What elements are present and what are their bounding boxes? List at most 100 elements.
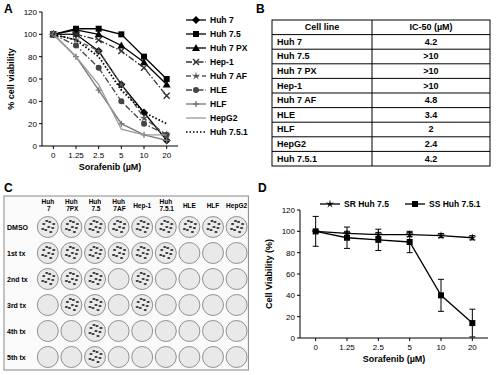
plate-frame bbox=[4, 196, 248, 370]
y-tick bbox=[39, 123, 42, 124]
table-cell: 4.8 bbox=[425, 95, 438, 105]
marker bbox=[164, 93, 170, 99]
colony bbox=[75, 227, 78, 229]
plate-column-label: Huh 7.5.1 bbox=[158, 198, 175, 212]
colony bbox=[71, 226, 74, 228]
colony bbox=[143, 247, 146, 249]
colony bbox=[159, 254, 162, 256]
table-rule bbox=[272, 63, 490, 64]
marker bbox=[344, 235, 350, 241]
table: Cell lineIC-50 (µM)Huh 74.2Huh 7.5>10Huh… bbox=[272, 20, 490, 166]
table-frame bbox=[272, 20, 490, 166]
panel-label: B bbox=[256, 2, 265, 16]
colony bbox=[170, 223, 173, 225]
plate bbox=[179, 295, 200, 316]
chart: 02040608010012001.252.551020Sorafenib (µ… bbox=[264, 199, 488, 364]
colony bbox=[99, 275, 102, 277]
plate-grid: Huh 7Huh 7PXHuh 7.5Huh 7AFHep-1Huh 7.5.1… bbox=[4, 196, 248, 370]
y-tick bbox=[39, 56, 42, 57]
colonies bbox=[159, 220, 173, 233]
marker bbox=[140, 58, 148, 65]
colonies bbox=[136, 298, 150, 311]
colony bbox=[190, 221, 193, 223]
colony bbox=[73, 283, 76, 285]
table-header: IC-50 (µM) bbox=[409, 22, 452, 32]
label-part: Huh bbox=[41, 198, 54, 205]
colony bbox=[88, 228, 91, 230]
colony bbox=[136, 280, 139, 282]
colony bbox=[72, 221, 75, 223]
marker bbox=[72, 35, 81, 43]
colony bbox=[118, 252, 121, 254]
error-bar bbox=[407, 231, 413, 252]
colony bbox=[92, 350, 95, 352]
marker bbox=[313, 228, 319, 234]
label-part: Huh bbox=[112, 198, 125, 205]
colony bbox=[75, 305, 78, 307]
y-axis-label: Cell Viability (%) bbox=[264, 239, 274, 309]
error-bar bbox=[313, 216, 319, 246]
label-part: 7.5.1 bbox=[158, 205, 175, 212]
colony bbox=[238, 231, 241, 233]
colony bbox=[89, 275, 92, 277]
marker bbox=[163, 136, 171, 144]
colony bbox=[233, 229, 236, 231]
colonies bbox=[88, 298, 102, 311]
colony bbox=[98, 357, 101, 359]
colony bbox=[137, 249, 140, 251]
colony bbox=[96, 257, 99, 259]
table-cell: HLF bbox=[277, 124, 295, 134]
colony bbox=[75, 253, 78, 255]
colony bbox=[115, 255, 118, 257]
colony bbox=[136, 306, 139, 308]
colony bbox=[96, 361, 99, 363]
colony bbox=[236, 226, 239, 228]
legend-marker bbox=[192, 44, 200, 51]
colony bbox=[73, 309, 76, 311]
series-line bbox=[53, 34, 166, 140]
colony bbox=[163, 220, 166, 222]
colony bbox=[88, 254, 91, 256]
marker bbox=[94, 47, 103, 55]
colony bbox=[48, 273, 51, 275]
colony bbox=[47, 278, 50, 280]
colonies bbox=[41, 220, 55, 233]
colony bbox=[42, 275, 45, 277]
colony bbox=[147, 301, 150, 303]
series-line bbox=[53, 34, 166, 135]
y-tick bbox=[297, 252, 300, 253]
table-cell: Huh 7.5.1 bbox=[277, 154, 317, 164]
plate-row-label: 3rd tx bbox=[7, 302, 26, 309]
table-rule bbox=[272, 136, 490, 137]
colony bbox=[94, 356, 97, 358]
colony bbox=[160, 223, 163, 225]
plate bbox=[61, 321, 82, 342]
colony bbox=[118, 226, 121, 228]
colony bbox=[142, 304, 145, 306]
colony bbox=[112, 254, 115, 256]
colony bbox=[48, 221, 51, 223]
colony bbox=[89, 327, 92, 329]
table-cell: 4.2 bbox=[425, 37, 438, 47]
colony bbox=[122, 253, 125, 255]
colony bbox=[143, 299, 146, 301]
colony bbox=[147, 249, 150, 251]
x-axis bbox=[300, 338, 488, 339]
colony bbox=[45, 272, 48, 274]
plate bbox=[132, 295, 153, 316]
table-cell: 2 bbox=[428, 124, 433, 134]
colony bbox=[230, 228, 233, 230]
y-axis-label: % cell viability bbox=[6, 48, 16, 110]
colony bbox=[88, 306, 91, 308]
colony bbox=[72, 273, 75, 275]
colony bbox=[45, 220, 48, 222]
error-bar bbox=[344, 227, 350, 248]
colony bbox=[65, 254, 68, 256]
plate-row-label: 1st tx bbox=[7, 250, 25, 257]
colonies bbox=[230, 220, 244, 233]
colony bbox=[193, 227, 196, 229]
colony bbox=[116, 246, 119, 248]
colony bbox=[183, 228, 186, 230]
colony bbox=[231, 223, 234, 225]
colony bbox=[99, 249, 102, 251]
